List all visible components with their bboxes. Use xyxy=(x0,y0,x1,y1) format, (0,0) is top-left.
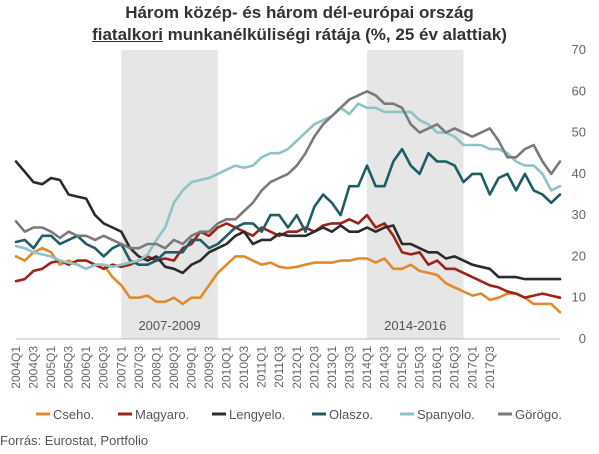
x-tick-label: 2014Q1 xyxy=(360,346,374,389)
x-tick-label: 2011Q1 xyxy=(255,346,269,388)
x-tick-label: 2009Q1 xyxy=(184,346,198,389)
series-line-6 xyxy=(14,90,562,250)
y-tick-label: 60 xyxy=(572,83,586,98)
x-tick-label: 2011Q3 xyxy=(272,346,286,388)
series-line-5 xyxy=(14,102,562,271)
y-tick-label: 20 xyxy=(572,248,586,263)
x-tick-label: 2017Q1 xyxy=(465,346,479,389)
shaded-period-1 xyxy=(121,50,218,339)
series-line-4 xyxy=(14,147,562,267)
x-tick-label: 2013Q3 xyxy=(342,346,356,389)
y-tick-label: 0 xyxy=(579,331,586,346)
x-tick-label: 2012Q1 xyxy=(290,346,304,389)
legend-label-1: Cseho. xyxy=(53,407,94,422)
source-note: Forrás: Eurostat, Portfolio xyxy=(0,433,149,448)
x-tick-label: 2008Q3 xyxy=(167,346,181,389)
chart-title-underlined-word: fiatalkori xyxy=(92,25,163,44)
x-tick-label: 2007Q1 xyxy=(114,346,128,389)
shaded-period-label-1: 2007-2009 xyxy=(138,318,200,333)
shaded-period-label-2: 2014-2016 xyxy=(384,318,446,333)
legend-label-6: Görögo. xyxy=(515,407,562,422)
x-tick-label: 2005Q1 xyxy=(44,346,58,389)
shaded-period-2 xyxy=(366,50,464,339)
x-tick-label: 2010Q1 xyxy=(220,346,234,389)
x-tick-label: 2016Q3 xyxy=(448,346,462,389)
chart-title-line2-rest: munkanélküliségi rátája (%, 25 év alatti… xyxy=(162,25,507,44)
x-tick-label: 2006Q3 xyxy=(97,346,111,389)
x-tick-label: 2014Q3 xyxy=(378,346,392,389)
legend-label-3: Lengyelo. xyxy=(229,407,285,422)
legend-label-2: Magyaro. xyxy=(135,407,189,422)
x-tick-label: 2005Q3 xyxy=(62,346,76,389)
x-tick-label: 2016Q1 xyxy=(430,346,444,389)
x-tick-label: 2012Q3 xyxy=(307,346,321,389)
x-tick-label: 2013Q1 xyxy=(325,346,339,389)
x-tick-label: 2015Q3 xyxy=(413,346,427,389)
x-tick-label: 2004Q3 xyxy=(27,346,41,389)
legend-label-5: Spanyolo. xyxy=(417,407,475,422)
x-tick-label: 2009Q3 xyxy=(202,346,216,389)
legend-label-4: Olaszo. xyxy=(329,407,373,422)
series-line-2 xyxy=(14,213,562,300)
x-tick-label: 2007Q3 xyxy=(132,346,146,389)
x-tick-label: 2010Q3 xyxy=(237,346,251,389)
y-tick-label: 70 xyxy=(572,42,586,57)
y-tick-label: 30 xyxy=(572,207,586,222)
chart-title-line1: Három közép- és három dél-európai ország xyxy=(125,3,474,22)
x-tick-label: 2006Q1 xyxy=(79,346,93,389)
x-tick-label: 2004Q1 xyxy=(9,346,23,389)
y-tick-label: 40 xyxy=(572,166,586,181)
x-tick-label: 2015Q1 xyxy=(395,346,409,389)
y-tick-label: 50 xyxy=(572,125,586,140)
x-tick-label: 2017Q3 xyxy=(483,346,497,389)
x-tick-label: 2008Q1 xyxy=(149,346,163,389)
series-line-3 xyxy=(14,160,562,281)
chart-title-line2: fiatalkori munkanélküliségi rátája (%, 2… xyxy=(0,24,599,46)
y-tick-label: 10 xyxy=(572,290,586,305)
